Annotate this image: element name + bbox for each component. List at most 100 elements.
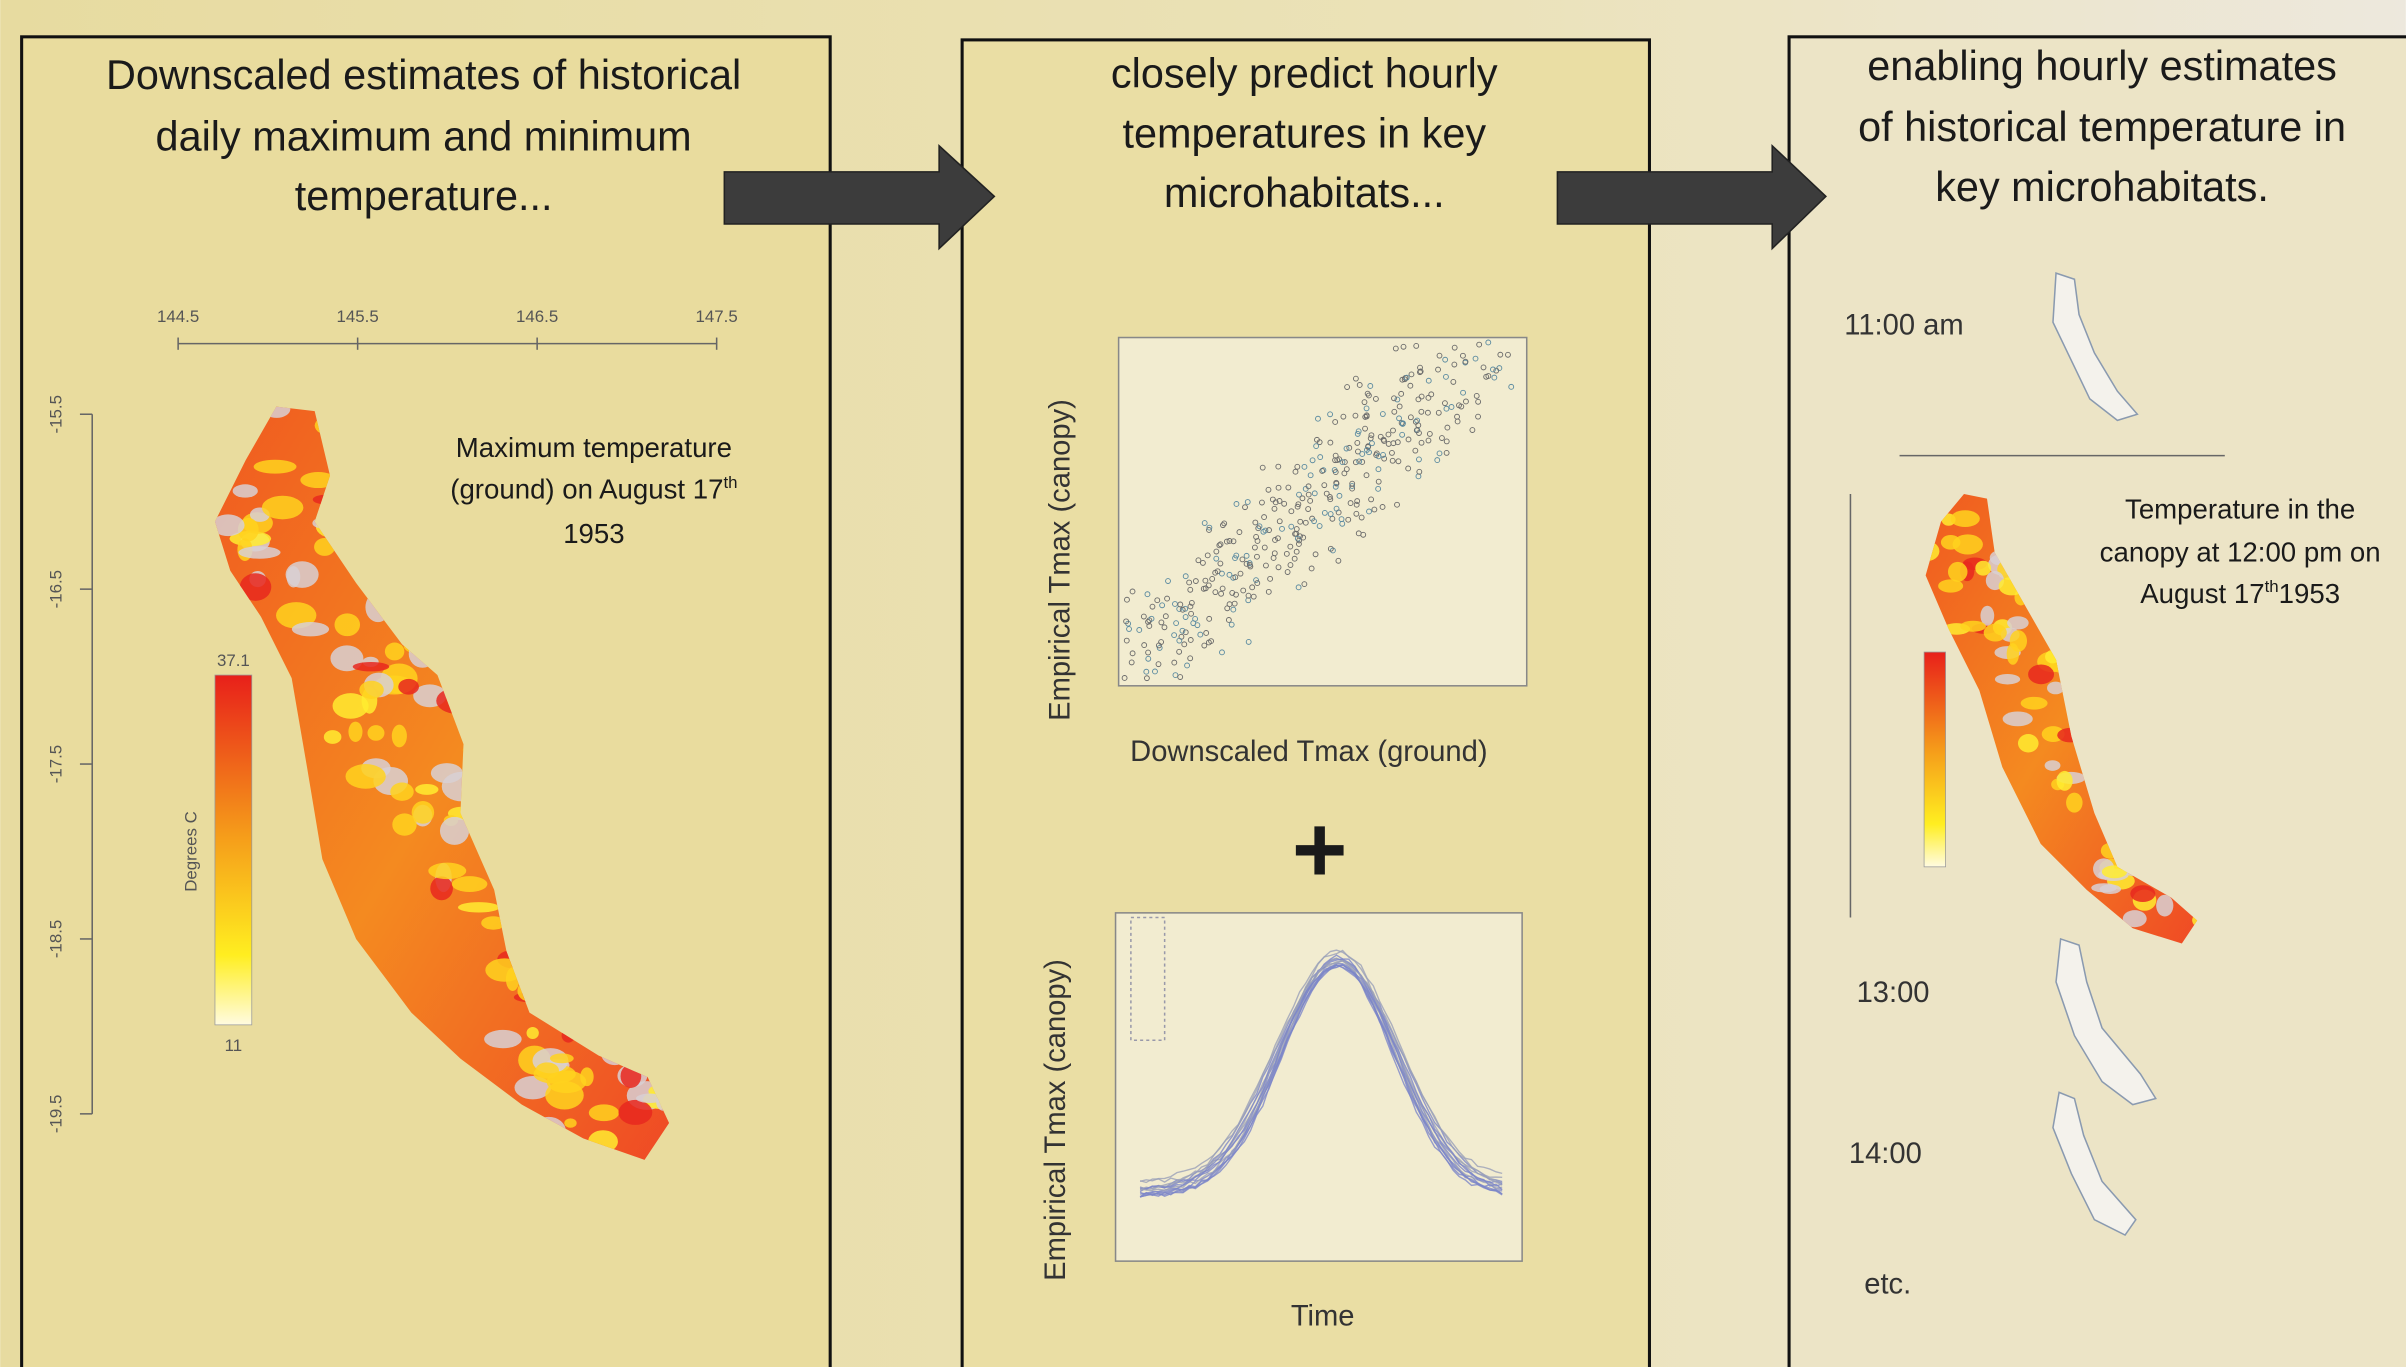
scatter-point <box>1272 537 1278 543</box>
scatter-point <box>1228 621 1235 628</box>
scatter-point <box>1392 345 1399 352</box>
scatter-point <box>1320 467 1327 474</box>
map-spot <box>1960 620 1986 632</box>
scatter-point <box>1279 525 1285 532</box>
scatter-point <box>1395 458 1402 465</box>
scatter-point <box>1356 458 1363 465</box>
scatter-point <box>1425 409 1431 416</box>
scatter-point <box>1255 525 1262 532</box>
scatter-point <box>1123 637 1130 644</box>
scatter-point <box>1261 514 1267 521</box>
scatter-point <box>1288 508 1295 515</box>
scatter-point <box>1305 491 1312 498</box>
scatter-point <box>1236 529 1243 535</box>
map-spot <box>451 876 488 892</box>
scatter-point <box>1353 510 1360 517</box>
scatter-point <box>1368 496 1375 503</box>
scatter-point <box>1418 408 1425 415</box>
map-spot <box>526 1026 539 1039</box>
scatter-point <box>1171 659 1178 666</box>
scatter-point <box>1216 542 1223 549</box>
scatter-point <box>1219 570 1225 577</box>
scatter-point <box>1206 615 1213 622</box>
y-tick-label: -18.5 <box>47 920 66 958</box>
scatter-point <box>1396 403 1403 410</box>
scatter-point <box>1354 498 1361 504</box>
scatter-point <box>1197 631 1204 638</box>
curves <box>1139 949 1503 1198</box>
scatter-point <box>1145 618 1151 625</box>
scatter-point <box>1259 499 1265 506</box>
scatter-point <box>1293 526 1300 532</box>
map-spot <box>430 876 453 901</box>
scatter-point <box>1347 500 1354 506</box>
scatter-point <box>1181 641 1188 648</box>
scatter-point <box>1418 439 1425 446</box>
scatter-point <box>1144 675 1150 682</box>
map-spot <box>2156 894 2174 917</box>
scatter-point <box>1444 424 1451 431</box>
map-spot <box>2044 760 2061 771</box>
scatter-point <box>1443 373 1449 380</box>
title-line: key microhabitats. <box>1935 164 2269 210</box>
map-spot <box>1950 510 1980 528</box>
scatter-point <box>1375 485 1382 492</box>
scatter-point <box>1344 384 1351 390</box>
scatter-point <box>1443 449 1450 456</box>
scatter-point <box>1252 519 1259 526</box>
annotation-text: August 17 <box>2140 578 2264 609</box>
scatter-point <box>1356 382 1363 388</box>
scatter-point <box>1436 450 1443 457</box>
scatter-point <box>1287 562 1294 568</box>
curve-legend <box>1130 916 1166 1041</box>
scatter-point <box>1299 495 1306 502</box>
scatter-point <box>1232 574 1239 581</box>
scatter-point <box>1254 580 1261 587</box>
map-spot <box>430 763 463 784</box>
scatter-point <box>1230 606 1237 613</box>
scatter-point <box>1435 366 1441 373</box>
map-spot <box>367 725 385 741</box>
scatter-point <box>1497 351 1504 358</box>
scatter-point <box>1126 626 1132 632</box>
scatter-point <box>1173 620 1180 627</box>
scatter-point <box>1144 591 1151 598</box>
scatter-point <box>1311 490 1318 497</box>
scatter-point <box>1313 443 1320 450</box>
scatter-point <box>1276 518 1283 525</box>
scatter-point <box>1365 444 1371 450</box>
map-spot <box>1947 561 1968 582</box>
map-spot <box>2002 711 2033 727</box>
scatter-point <box>1123 618 1130 625</box>
scatter-point <box>1124 596 1130 603</box>
scatter-point <box>1226 538 1233 544</box>
scatter-point <box>1187 586 1194 593</box>
map-spot <box>2130 885 2156 903</box>
scatter-point <box>1275 463 1282 470</box>
scatter-point <box>1208 638 1214 645</box>
scatter-point <box>1485 339 1492 346</box>
scatter-point <box>1140 613 1147 620</box>
time-label: 14:00 <box>1849 1138 1922 1170</box>
scatter-point <box>1368 432 1375 439</box>
map-spot <box>415 784 439 795</box>
x-axis-label: Time <box>1291 1301 1355 1333</box>
scatter-point <box>1417 369 1423 376</box>
scatter-point <box>1213 548 1220 555</box>
map <box>1925 494 2198 944</box>
scatter-point <box>1200 559 1206 566</box>
scatter-point <box>1285 484 1292 491</box>
map-spot <box>457 902 500 913</box>
panel <box>1787 35 2406 1367</box>
scatter-point <box>1327 545 1334 552</box>
time-label: 13:00 <box>1857 977 1930 1009</box>
scatter-point <box>1463 398 1469 405</box>
scatter-point <box>1305 483 1312 490</box>
y-axis-label: Empirical Tmax (canopy) <box>1045 399 1077 721</box>
scatter-point <box>1206 527 1212 533</box>
scatter-point <box>1136 627 1143 633</box>
scatter-point <box>1292 468 1299 475</box>
scatter-point <box>1283 550 1290 557</box>
scatter-point <box>1233 591 1239 598</box>
scatter-point <box>1401 376 1408 383</box>
